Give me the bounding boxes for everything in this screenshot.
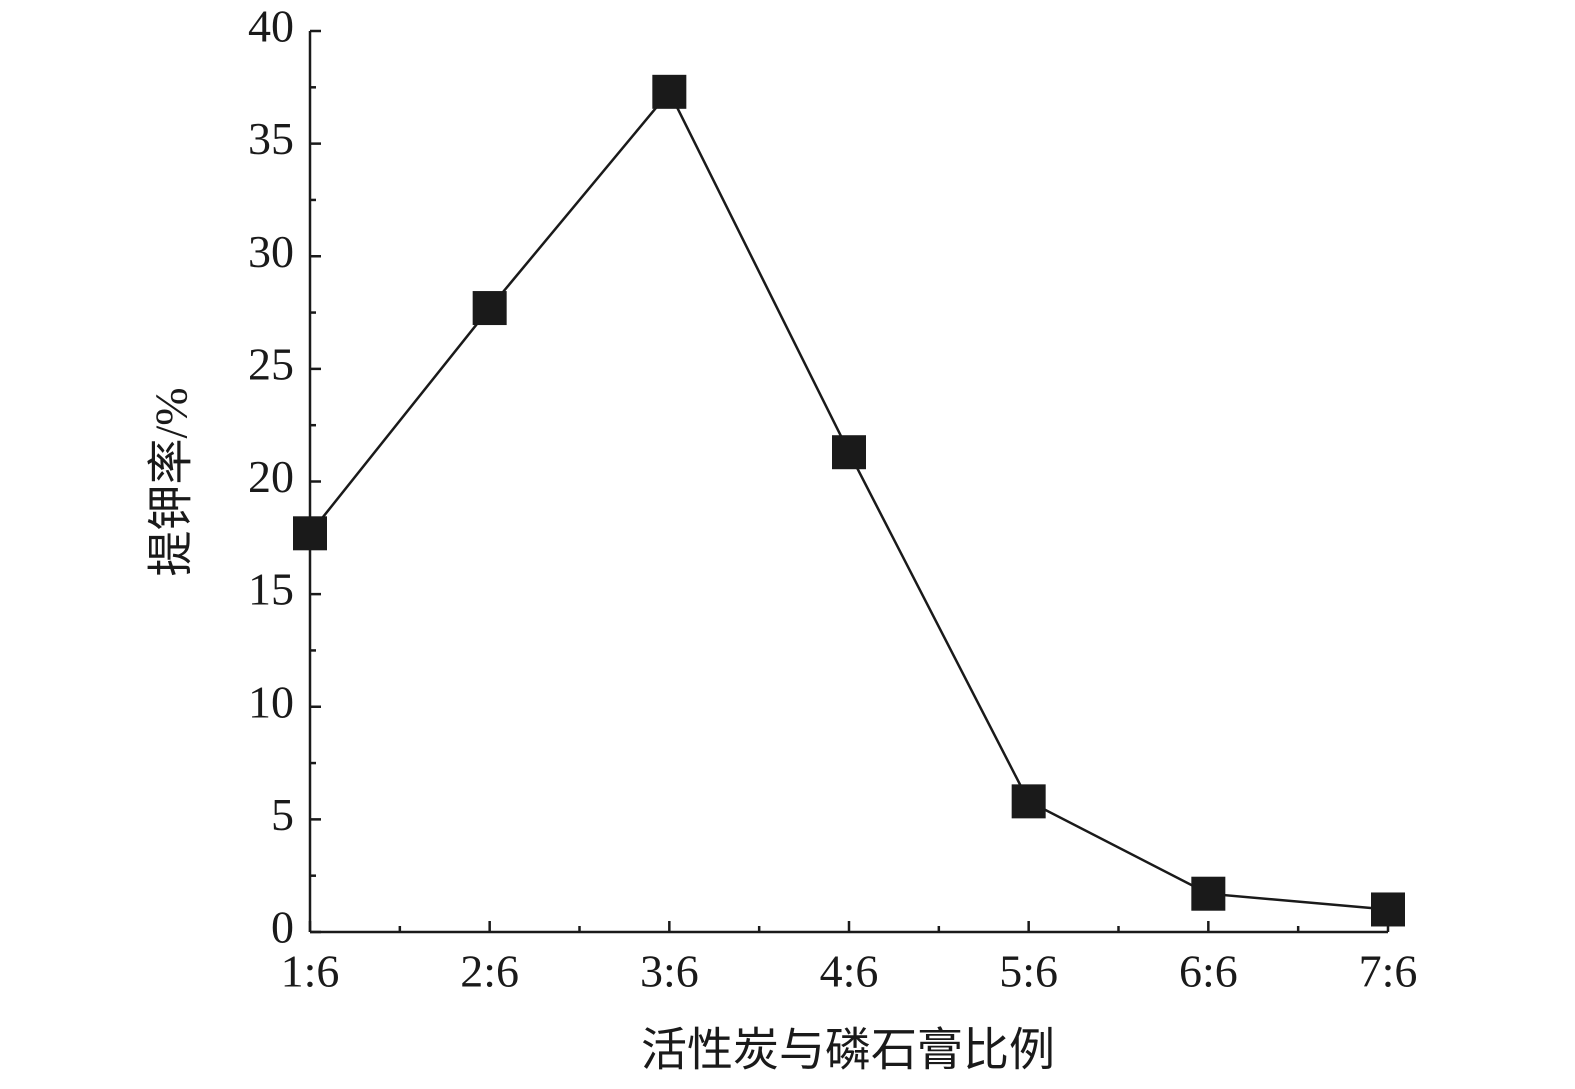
y-tick-label: 10 — [248, 676, 294, 727]
y-tick-label: 40 — [248, 1, 294, 52]
y-axis-label: 提钾率/% — [146, 387, 197, 576]
x-tick-label: 4:6 — [820, 946, 879, 997]
y-tick-label: 0 — [271, 902, 294, 953]
x-tick-label: 2:6 — [460, 946, 519, 997]
x-tick-label: 5:6 — [999, 946, 1058, 997]
x-tick-label: 6:6 — [1179, 946, 1238, 997]
y-tick-label: 5 — [271, 789, 294, 840]
x-tick-label: 7:6 — [1359, 946, 1418, 997]
x-tick-label: 3:6 — [640, 946, 699, 997]
marker — [293, 516, 327, 551]
y-tick-label: 20 — [248, 451, 294, 502]
x-axis-label: 活性炭与磷石膏比例 — [641, 1025, 1055, 1076]
x-tick-label: 1:6 — [281, 946, 340, 997]
marker — [1371, 892, 1405, 927]
marker — [472, 291, 507, 326]
marker — [1191, 876, 1226, 911]
marker — [832, 435, 866, 470]
y-tick-label: 15 — [248, 564, 294, 615]
marker — [652, 74, 687, 109]
y-tick-label: 25 — [248, 338, 294, 389]
data-line — [309, 89, 1389, 911]
y-tick-label: 30 — [248, 226, 294, 277]
y-tick-label: 35 — [248, 113, 294, 164]
marker — [1011, 784, 1046, 819]
